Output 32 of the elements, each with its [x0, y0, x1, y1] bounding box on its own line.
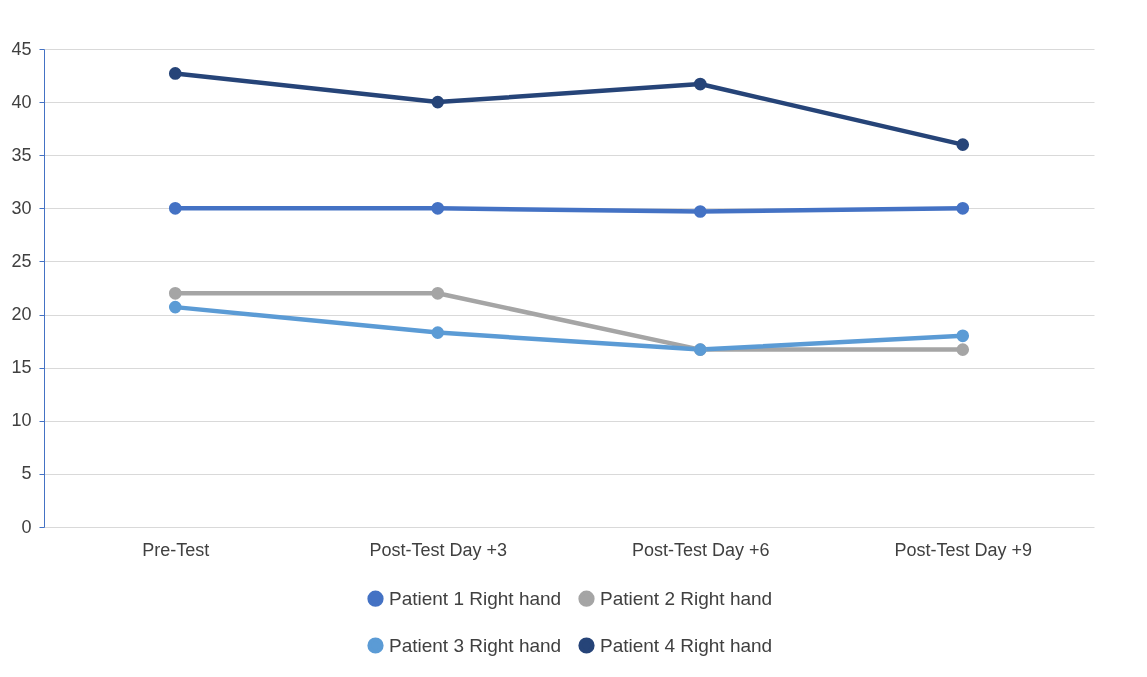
y-tick-label: 25 [11, 250, 32, 271]
x-tick-label: Post-Test Day +6 [631, 539, 770, 560]
point [693, 77, 707, 91]
point [168, 202, 182, 215]
point [168, 67, 182, 80]
point [431, 287, 445, 300]
legend-label: Patient 1 Right hand [389, 587, 562, 609]
y-tick-label: 35 [11, 144, 32, 165]
y-tick-label: 10 [11, 410, 32, 431]
y-tick-label: 40 [11, 91, 32, 112]
y-tick-label: 30 [11, 197, 32, 218]
point [693, 205, 707, 218]
point [956, 138, 970, 151]
y-tick-label: 0 [21, 516, 32, 537]
point [431, 95, 445, 109]
legend-label: Patient 3 Right hand [389, 634, 562, 656]
y-tick-label: 45 [11, 38, 32, 59]
point [956, 202, 970, 215]
x-tick-label: Post-Test Day +9 [894, 539, 1033, 560]
y-tick-label: 20 [11, 304, 32, 325]
y-tick-label: 5 [21, 463, 32, 484]
y-tick-label: 15 [11, 357, 32, 378]
legend-label: Patient 4 Right hand [600, 634, 773, 656]
point [431, 326, 445, 339]
legend-label: Patient 2 Right hand [600, 587, 773, 609]
point [431, 202, 445, 215]
point [956, 343, 970, 356]
point [956, 329, 970, 343]
x-tick-label: Post-Test Day +3 [369, 539, 508, 560]
x-tick-label: Pre-Test [142, 539, 210, 560]
point [168, 287, 182, 300]
point [168, 300, 182, 314]
